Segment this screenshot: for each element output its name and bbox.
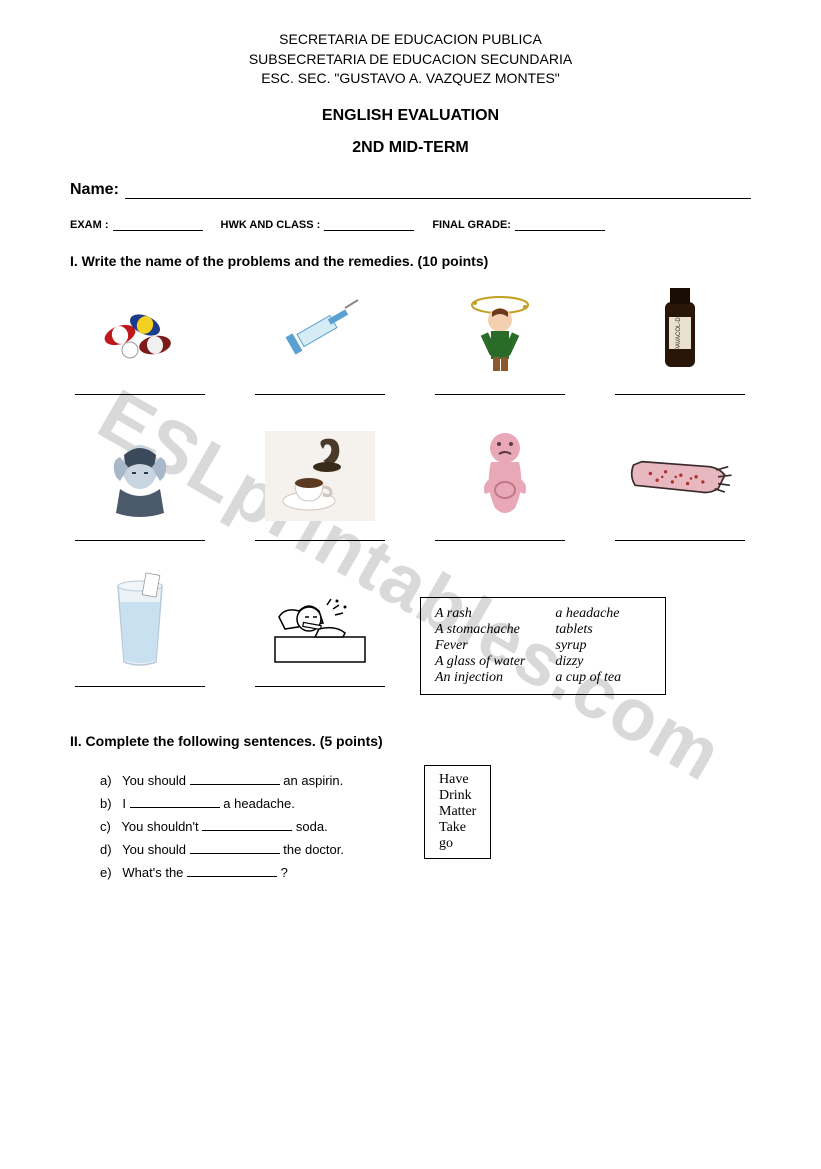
syrup-bottle-icon: PAVACOL-D (625, 285, 735, 375)
header-block: SECRETARIA DE EDUCACION PUBLICA SUBSECRE… (70, 30, 751, 89)
pills-icon (85, 285, 195, 375)
final-grade-input-line[interactable] (515, 219, 605, 231)
hwk-label: HWK AND CLASS : (221, 219, 321, 231)
wb1-c2r3: syrup (555, 638, 651, 654)
sent-b-after: a headache. (223, 796, 295, 811)
wb1-c2r1: a headache (555, 606, 651, 622)
section2-sentences: a) You should an aspirin. b) I a headach… (70, 765, 344, 888)
wb1-c1r3: Fever (435, 638, 555, 654)
image-row-2 (70, 431, 751, 567)
sent-b-before: I (122, 796, 126, 811)
dizzy-person-icon (445, 285, 555, 375)
sent-e-before: What's the (122, 865, 183, 880)
sent-a-blank[interactable] (190, 773, 280, 785)
answer-line-4[interactable] (615, 381, 745, 395)
exam-label: EXAM : (70, 219, 109, 231)
section2-row: a) You should an aspirin. b) I a headach… (70, 765, 751, 888)
svg-text:PAVACOL-D: PAVACOL-D (676, 317, 682, 351)
name-label: Name: (70, 181, 119, 199)
sentence-a: a) You should an aspirin. (100, 773, 344, 788)
wb2-item-5: go (439, 836, 476, 852)
sent-d-blank[interactable] (190, 842, 280, 854)
wb1-c2r4: dizzy (555, 654, 651, 670)
header-line-3: ESC. SEC. "GUSTAVO A. VAZQUEZ MONTES" (70, 69, 751, 89)
name-field-row: Name: (70, 181, 751, 199)
wb1-c2r5: a cup of tea (555, 670, 651, 686)
sent-c-after: soda. (296, 819, 328, 834)
sent-d-letter: d) (100, 842, 112, 857)
sentence-e: e) What's the ? (100, 865, 344, 880)
name-input-line[interactable] (125, 183, 751, 199)
wb2-item-1: Have (439, 772, 476, 788)
answer-line-1[interactable] (75, 381, 205, 395)
answer-line-3[interactable] (435, 381, 565, 395)
sent-b-letter: b) (100, 796, 112, 811)
sentence-c: c) You shouldn't soda. (100, 819, 344, 834)
header-line-1: SECRETARIA DE EDUCACION PUBLICA (70, 30, 751, 50)
fever-person-icon (265, 577, 375, 667)
section1-instruction: I. Write the name of the problems and th… (70, 253, 751, 269)
tea-cup-icon (265, 431, 375, 521)
answer-line-5[interactable] (75, 527, 205, 541)
wb2-item-2: Drink (439, 788, 476, 804)
hwk-input-line[interactable] (324, 219, 414, 231)
answer-line-9[interactable] (75, 673, 205, 687)
answer-line-2[interactable] (255, 381, 385, 395)
final-grade-label: FINAL GRADE: (432, 219, 511, 231)
sent-c-before: You shouldn't (121, 819, 198, 834)
wb1-c1r2: A stomachache (435, 622, 555, 638)
page-title: ENGLISH EVALUATION (70, 107, 751, 125)
page-subtitle: 2ND MID-TERM (70, 139, 751, 157)
sent-a-after: an aspirin. (283, 773, 343, 788)
header-line-2: SUBSECRETARIA DE EDUCACION SECUNDARIA (70, 50, 751, 70)
wb1-c1r1: A rash (435, 606, 555, 622)
wb1-c1r4: A glass of water (435, 654, 555, 670)
image-row-3: A rasha headache A stomachachetablets Fe… (70, 577, 751, 713)
sentence-d: d) You should the doctor. (100, 842, 344, 857)
sent-a-letter: a) (100, 773, 112, 788)
sent-b-blank[interactable] (130, 796, 220, 808)
syringe-icon (265, 285, 375, 375)
exam-input-line[interactable] (113, 219, 203, 231)
image-row-1: PAVACOL-D (70, 285, 751, 421)
answer-line-6[interactable] (255, 527, 385, 541)
sent-c-blank[interactable] (202, 819, 292, 831)
wb1-c2r2: tablets (555, 622, 651, 638)
stomachache-person-icon (445, 431, 555, 521)
answer-line-10[interactable] (255, 673, 385, 687)
water-glass-icon (85, 577, 195, 667)
section1-wordbank: A rasha headache A stomachachetablets Fe… (420, 597, 666, 695)
section2-instruction: II. Complete the following sentences. (5… (70, 733, 751, 749)
sent-d-before: You should (122, 842, 186, 857)
sent-e-after: ? (281, 865, 288, 880)
sent-e-blank[interactable] (187, 865, 277, 877)
sent-d-after: the doctor. (283, 842, 344, 857)
section2-wordbank: Have Drink Matter Take go (424, 765, 491, 859)
sent-a-before: You should (122, 773, 186, 788)
wb1-c1r5: An injection (435, 670, 555, 686)
wb2-item-4: Take (439, 820, 476, 836)
sentence-b: b) I a headache. (100, 796, 344, 811)
sent-c-letter: c) (100, 819, 111, 834)
answer-line-8[interactable] (615, 527, 745, 541)
answer-line-7[interactable] (435, 527, 565, 541)
rash-arm-icon (625, 431, 735, 521)
sent-e-letter: e) (100, 865, 112, 880)
grades-row: EXAM : HWK AND CLASS : FINAL GRADE: (70, 219, 751, 231)
headache-person-icon (85, 431, 195, 521)
wb2-item-3: Matter (439, 804, 476, 820)
